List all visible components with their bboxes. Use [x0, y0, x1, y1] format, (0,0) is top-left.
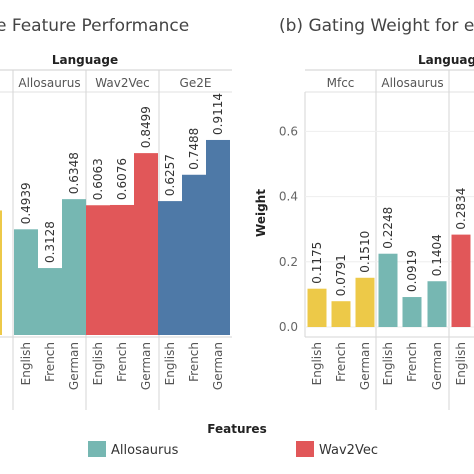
legend-label-wav2vec: Wav2Vec	[319, 443, 378, 458]
left-facet-label-ge2e: Ge2E	[180, 76, 212, 90]
right-bar-allosaurus-english	[378, 253, 398, 327]
legend-item-allosaurus[interactable]: Allosaurus	[88, 441, 179, 458]
right-category-label: French	[334, 342, 348, 382]
left-bar-ge2e-german	[206, 139, 230, 335]
left-category-label: English	[91, 342, 105, 385]
right-data-label: 0.0791	[334, 254, 348, 296]
left-data-label: 0.6257	[163, 154, 177, 196]
left-data-label: 0.7488	[187, 128, 201, 170]
left-data-label: 0.9114	[211, 93, 225, 135]
left-data-label: 0.4939	[19, 182, 33, 224]
right-data-label: 0.1404	[430, 234, 444, 276]
right-facet-label-allosaurus: Allosaurus	[381, 76, 443, 90]
right-data-label: 0.1510	[358, 231, 372, 273]
right-category-label: French	[405, 342, 419, 382]
right-bar-mfcc-french	[331, 301, 351, 327]
left-chart: 0.5820GermanAllosaurus0.4939English0.312…	[0, 69, 232, 410]
right-bar-wa-english	[451, 234, 471, 327]
legend-label-allosaurus: Allosaurus	[111, 443, 179, 458]
right-chart: 0.0 0.2 0.4 0.6 Mfcc 0.1175 English 0.0791 Frenc…	[279, 69, 474, 410]
right-y-axis-label: Weight	[254, 189, 268, 237]
left-data-label: 0.3128	[43, 221, 57, 263]
right-bar-allosaurus-german	[427, 281, 447, 327]
left-category-label: French	[187, 342, 201, 382]
left-data-label: 0.6076	[115, 158, 129, 200]
legend-swatch-allosaurus	[88, 441, 106, 457]
right-category-label: English	[310, 342, 324, 385]
right-category-label: German	[430, 342, 444, 390]
right-category-label: English	[381, 342, 395, 385]
left-data-label: 0.6348	[67, 152, 81, 194]
left-category-label: German	[211, 342, 225, 390]
right-data-label: 0.2834	[454, 188, 468, 230]
left-category-label: French	[115, 342, 129, 382]
left-bar-allosaurus-english	[14, 229, 38, 335]
left-category-label: English	[19, 342, 33, 385]
right-y-tick-label: 0.4	[279, 190, 298, 204]
right-chart-title: (b) Gating Weight for ea	[279, 16, 474, 36]
left-bar-wav2vec-english	[86, 205, 110, 335]
left-facet-label-allosaurus: Allosaurus	[18, 76, 80, 90]
left-bar-wav2vec-french	[110, 204, 134, 335]
left-facet-label-wav2vec: Wav2Vec	[95, 76, 149, 90]
left-bar-ge2e-french	[182, 174, 206, 335]
legend-item-wav2vec[interactable]: Wav2Vec	[296, 441, 378, 458]
right-facet-header: Languag	[418, 53, 474, 67]
left-facet-header: Language	[52, 53, 118, 67]
left-bar-blank-german	[0, 210, 2, 335]
right-data-label: 0.0919	[405, 250, 419, 292]
left-chart-title: e Feature Performance	[0, 16, 189, 36]
left-bar-allosaurus-german	[62, 199, 86, 335]
right-category-label: English	[454, 342, 468, 385]
left-data-label: 0.6063	[91, 158, 105, 200]
left-bar-allosaurus-french	[38, 268, 62, 335]
left-bar-wav2vec-german	[134, 153, 158, 335]
right-category-label: German	[358, 342, 372, 390]
right-bar-mfcc-english	[307, 288, 327, 327]
left-category-label: French	[43, 342, 57, 382]
right-bar-allosaurus-french	[402, 297, 422, 327]
left-category-label: German	[67, 342, 81, 390]
right-y-tick-label: 0.0	[279, 320, 298, 334]
right-y-tick-label: 0.6	[279, 124, 298, 138]
left-category-label: English	[163, 342, 177, 385]
legend-swatch-wav2vec	[296, 441, 314, 457]
right-bar-mfcc-german	[355, 277, 375, 327]
left-category-label: German	[139, 342, 153, 390]
right-facet-label-mfcc: Mfcc	[327, 76, 355, 90]
left-data-label: 0.8499	[139, 106, 153, 148]
right-data-label: 0.1175	[310, 242, 324, 284]
right-data-label: 0.2248	[381, 207, 395, 249]
legend-title: Features	[207, 422, 266, 436]
left-bar-ge2e-english	[158, 201, 182, 335]
right-y-tick-label: 0.2	[279, 255, 298, 269]
